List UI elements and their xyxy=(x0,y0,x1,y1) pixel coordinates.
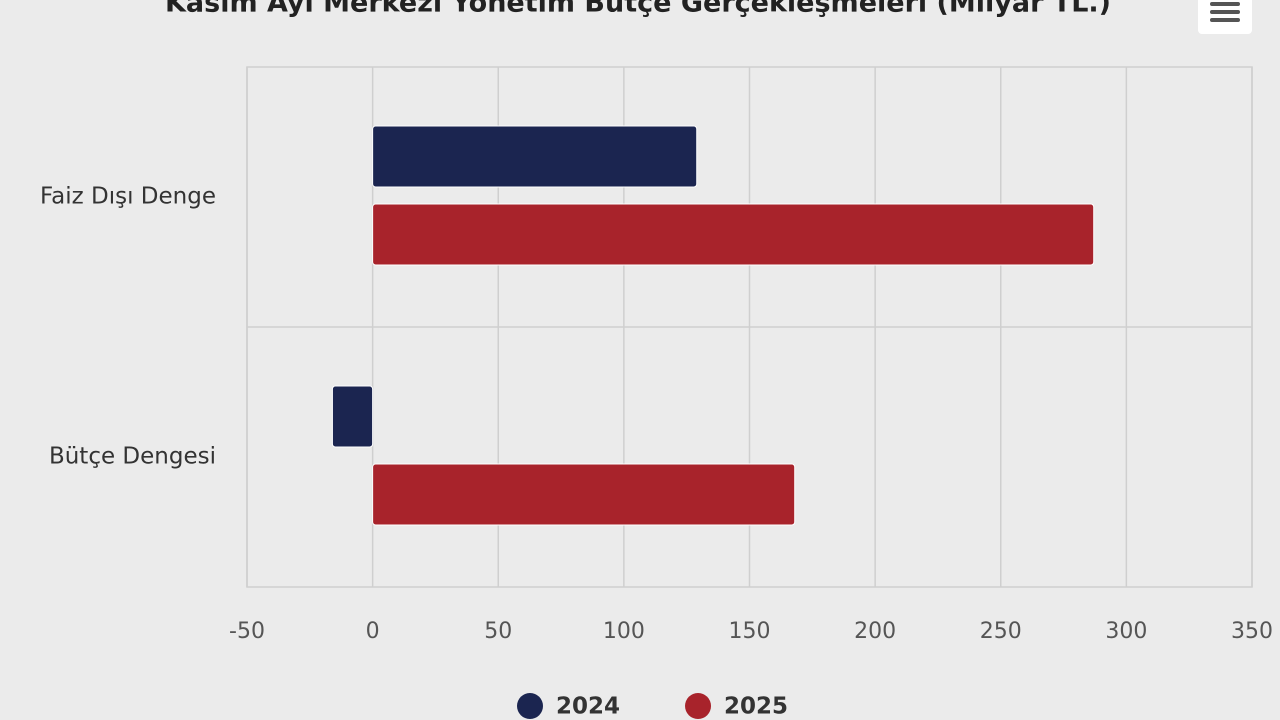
legend-label: 2024 xyxy=(556,694,620,720)
bar xyxy=(372,463,796,526)
x-tick-label: 0 xyxy=(366,619,380,644)
menu-icon xyxy=(1210,10,1240,14)
menu-icon xyxy=(1210,2,1240,6)
x-tick-label: 200 xyxy=(854,619,896,644)
bar xyxy=(372,125,698,188)
menu-icon xyxy=(1210,18,1240,22)
x-tick-label: 50 xyxy=(484,619,512,644)
menu-background[interactable] xyxy=(1198,0,1252,34)
bar xyxy=(331,385,374,448)
menu-button[interactable] xyxy=(1198,0,1252,34)
legend-item[interactable]: 2025 xyxy=(685,693,788,720)
x-tick-label: 300 xyxy=(1105,619,1147,644)
x-tick-label: 250 xyxy=(980,619,1022,644)
y-tick-label: Bütçe Dengesi xyxy=(49,444,216,470)
y-tick-label: Faiz Dışı Denge xyxy=(40,184,216,210)
legend-marker xyxy=(517,693,543,719)
legend-marker xyxy=(685,693,712,719)
x-tick-label: -50 xyxy=(229,619,265,644)
legend-label: 2025 xyxy=(724,694,788,720)
chart-title: Kasım Ayı Merkezi Yönetim Bütçe Gerçekle… xyxy=(165,0,1111,19)
x-tick-label: 350 xyxy=(1231,619,1273,644)
legend-item[interactable]: 2024 xyxy=(517,693,620,720)
x-tick-label: 150 xyxy=(729,619,771,644)
bar xyxy=(372,203,1095,266)
x-tick-label: 100 xyxy=(603,619,645,644)
